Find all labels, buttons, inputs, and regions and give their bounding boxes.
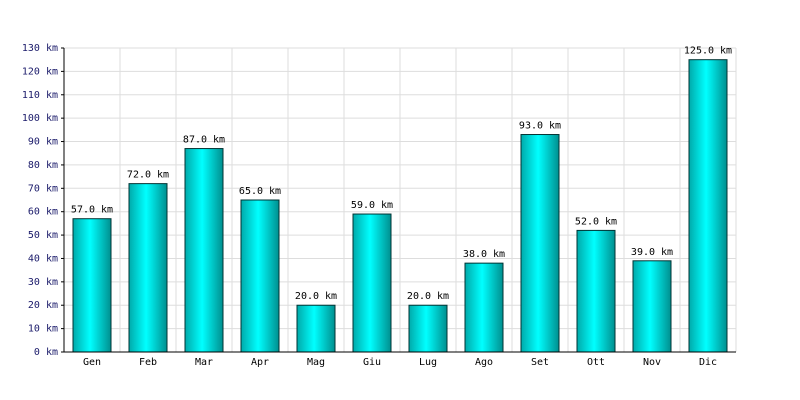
value-label: 72.0 km [127,170,169,181]
bar [240,199,280,353]
y-tick-label: 110 km [22,90,58,101]
x-tick-label: Lug [419,357,437,368]
y-tick-label: 100 km [22,113,58,124]
value-label: 52.0 km [575,216,617,227]
bar [408,304,448,353]
value-label: 93.0 km [519,121,561,132]
y-tick-label: 20 km [28,300,58,311]
value-label: 57.0 km [71,205,113,216]
value-label: 39.0 km [631,247,673,258]
value-label: 20.0 km [295,291,337,302]
value-label: 20.0 km [407,291,449,302]
x-tick-label: Dic [699,357,717,368]
x-tick-label: Apr [251,357,269,368]
y-tick-label: 60 km [28,207,58,218]
x-tick-label: Feb [139,357,157,368]
y-tick-label: 90 km [28,137,58,148]
y-tick-label: 30 km [28,277,58,288]
y-tick-label: 50 km [28,230,58,241]
y-tick-label: 70 km [28,183,58,194]
y-tick-label: 120 km [22,66,58,77]
value-label: 38.0 km [463,249,505,260]
x-tick-label: Set [531,357,549,368]
x-tick-label: Giu [363,357,381,368]
x-tick-label: Gen [83,357,101,368]
value-label: 87.0 km [183,135,225,146]
value-label: 125.0 km [684,46,732,57]
x-tick-label: Nov [643,357,661,368]
bar [352,213,392,353]
value-label: 59.0 km [351,200,393,211]
x-tick-label: Ago [475,357,493,368]
bar [296,304,336,353]
y-tick-label: 40 km [28,253,58,264]
bar [464,262,504,353]
x-tick-label: Mar [195,357,213,368]
bar [632,260,672,353]
value-label: 65.0 km [239,186,281,197]
bar [72,218,112,353]
bar [184,148,224,353]
bar [128,183,168,353]
x-tick-label: Ott [587,357,605,368]
bar [576,229,616,353]
bar [688,59,728,353]
y-tick-label: 10 km [28,324,58,335]
bar [520,134,560,353]
y-tick-label: 0 km [34,347,58,358]
x-tick-label: Mag [307,357,325,368]
y-tick-label: 80 km [28,160,58,171]
y-tick-label: 130 km [22,43,58,54]
